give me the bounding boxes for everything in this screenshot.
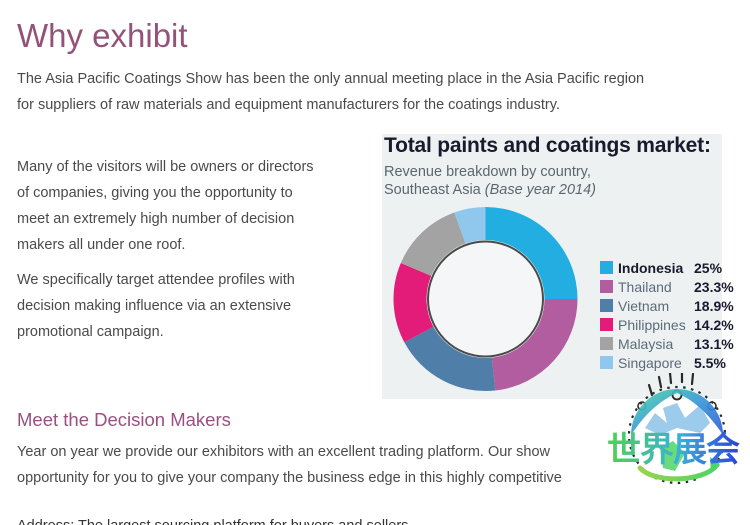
svg-text:世界展会: 世界展会	[607, 431, 740, 469]
